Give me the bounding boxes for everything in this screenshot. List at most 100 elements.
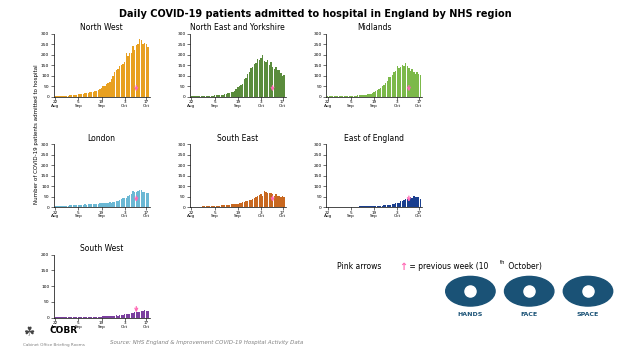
Bar xyxy=(231,204,232,207)
Bar xyxy=(398,203,399,207)
Text: ☘: ☘ xyxy=(23,326,35,339)
Bar xyxy=(275,67,277,97)
Bar xyxy=(71,205,72,207)
Bar xyxy=(254,64,255,97)
Bar xyxy=(396,203,398,207)
Bar xyxy=(93,317,94,318)
Bar xyxy=(109,202,110,207)
Bar xyxy=(112,316,114,318)
Bar xyxy=(267,192,268,207)
Bar xyxy=(232,91,234,97)
Bar xyxy=(244,79,245,97)
Bar xyxy=(101,317,102,318)
Bar xyxy=(130,194,132,207)
Bar xyxy=(69,205,71,207)
Bar xyxy=(147,47,149,97)
Bar xyxy=(242,84,243,97)
Bar xyxy=(135,312,137,318)
Bar xyxy=(104,203,106,207)
Bar xyxy=(411,198,413,207)
Bar xyxy=(98,204,99,207)
Bar xyxy=(357,95,358,97)
Bar xyxy=(390,205,391,207)
Bar xyxy=(282,196,284,207)
Bar xyxy=(99,89,101,97)
Bar xyxy=(134,312,135,318)
Bar xyxy=(134,50,135,97)
Bar xyxy=(72,205,74,207)
Bar xyxy=(84,94,86,97)
Bar xyxy=(337,96,338,97)
Bar xyxy=(395,203,396,207)
Bar xyxy=(55,206,56,207)
Bar xyxy=(347,96,348,97)
Bar xyxy=(406,66,408,97)
Bar xyxy=(112,76,114,97)
Bar xyxy=(116,315,117,318)
Bar xyxy=(257,59,258,97)
Bar xyxy=(104,316,106,318)
Bar xyxy=(81,94,83,97)
Bar xyxy=(103,86,104,97)
Title: North West: North West xyxy=(80,23,123,32)
Bar xyxy=(59,206,61,207)
Bar xyxy=(353,96,355,97)
Bar xyxy=(146,44,147,97)
Bar xyxy=(116,70,117,97)
Bar xyxy=(129,195,130,207)
Bar xyxy=(111,79,112,97)
Bar xyxy=(220,95,222,97)
Bar xyxy=(348,96,350,97)
Bar xyxy=(408,68,410,97)
Bar xyxy=(413,72,415,97)
Bar xyxy=(370,206,372,207)
Bar xyxy=(64,205,66,207)
Bar xyxy=(241,203,242,207)
Bar xyxy=(204,96,205,97)
Bar xyxy=(93,92,94,97)
Bar xyxy=(61,206,62,207)
Bar xyxy=(121,315,122,318)
Bar xyxy=(410,197,411,207)
Text: October): October) xyxy=(506,262,542,271)
Bar xyxy=(379,206,380,207)
Bar xyxy=(350,96,352,97)
Bar xyxy=(91,204,93,207)
Bar xyxy=(140,311,142,318)
Bar xyxy=(416,197,418,207)
Bar xyxy=(352,96,353,97)
Bar xyxy=(124,198,125,207)
Bar xyxy=(114,72,115,97)
Bar xyxy=(212,206,214,207)
Bar xyxy=(101,203,102,207)
Bar xyxy=(125,53,127,97)
Bar xyxy=(79,94,81,97)
Text: SPACE: SPACE xyxy=(577,312,599,317)
Bar xyxy=(219,95,220,97)
Bar xyxy=(372,93,373,97)
Bar xyxy=(273,196,275,207)
Bar xyxy=(109,316,110,318)
Bar xyxy=(88,94,89,97)
Bar xyxy=(210,96,212,97)
Bar xyxy=(236,204,237,207)
Bar xyxy=(119,200,120,207)
Bar xyxy=(140,40,142,97)
Bar xyxy=(217,95,219,97)
Bar xyxy=(76,205,77,207)
Bar xyxy=(106,203,107,207)
Bar xyxy=(220,205,222,207)
Bar xyxy=(282,76,284,97)
Bar xyxy=(55,96,56,97)
Bar xyxy=(263,61,265,97)
Bar xyxy=(392,204,393,207)
Bar xyxy=(379,89,380,97)
Bar xyxy=(418,197,420,207)
Bar xyxy=(280,73,282,97)
Bar xyxy=(130,312,132,318)
Bar xyxy=(420,75,421,97)
Bar xyxy=(236,89,237,97)
Bar xyxy=(207,206,209,207)
Bar xyxy=(205,96,207,97)
Bar xyxy=(401,201,403,207)
